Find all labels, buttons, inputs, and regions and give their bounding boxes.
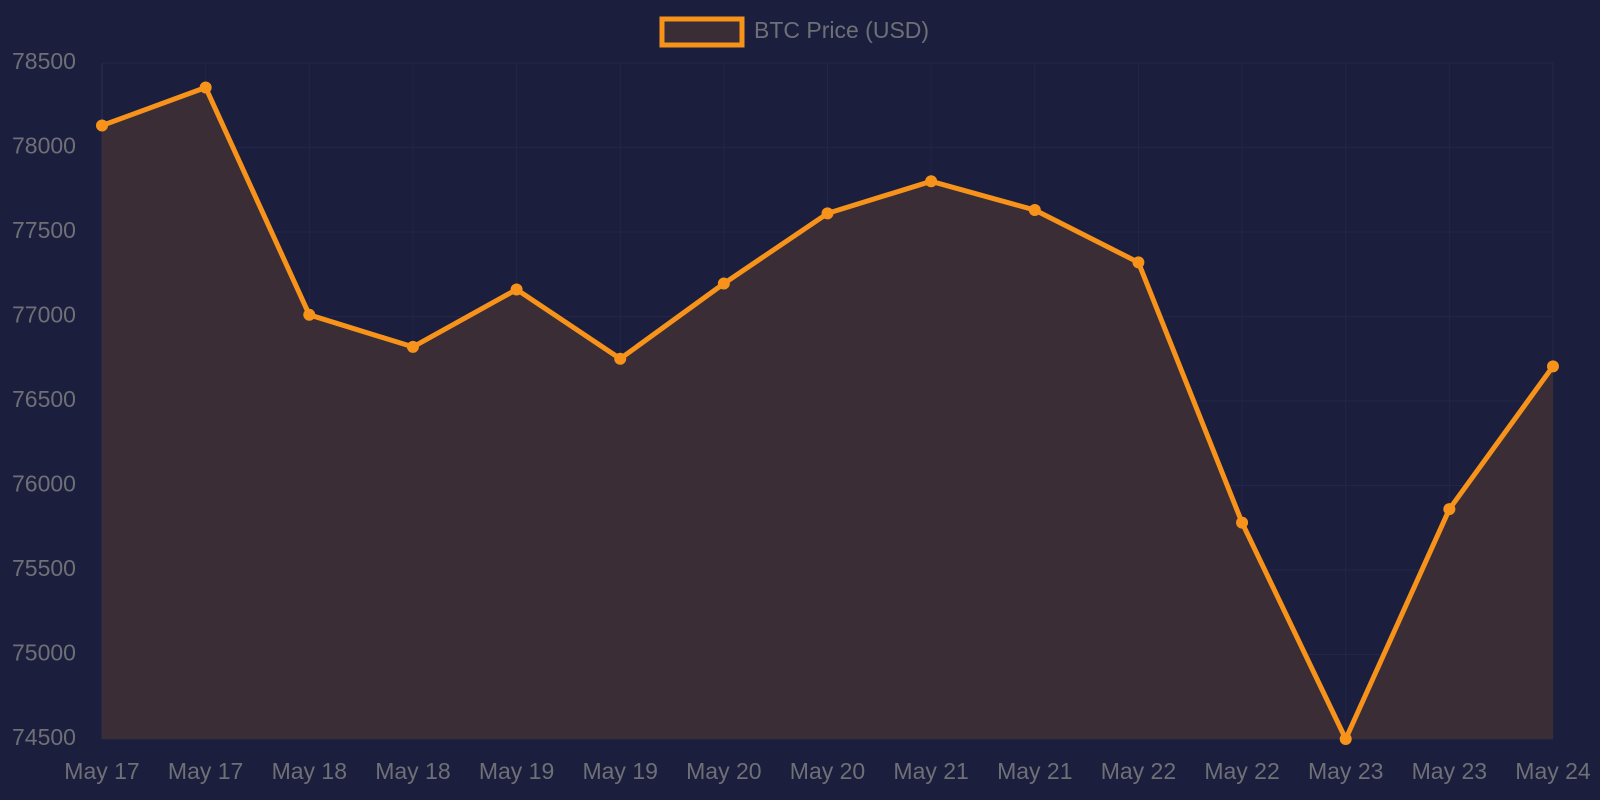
point [1236, 516, 1249, 529]
x-tick-label: May 19 [582, 758, 657, 784]
legend-swatch [659, 16, 745, 48]
y-tick-label: 78000 [12, 133, 76, 159]
x-tick-label: May 18 [375, 758, 450, 784]
y-tick-label: 75500 [12, 555, 76, 581]
x-tick-label: May 23 [1412, 758, 1487, 784]
x-tick-label: May 18 [272, 758, 347, 784]
x-tick-label: May 19 [479, 758, 554, 784]
x-tick-label: May 22 [1101, 758, 1176, 784]
point [406, 340, 419, 353]
point [925, 175, 938, 188]
point [1028, 204, 1041, 217]
y-tick-label: 77000 [12, 302, 76, 328]
point [96, 119, 108, 132]
y-tick-label: 75000 [12, 640, 76, 666]
point [1443, 503, 1456, 516]
point [614, 352, 627, 365]
point [1547, 360, 1559, 373]
y-tick-label: 76000 [12, 471, 76, 497]
y-tick-label: 78500 [12, 48, 76, 74]
x-tick-label: May 24 [1515, 758, 1591, 784]
x-tick-label: May 17 [64, 758, 139, 784]
x-tick-label: May 20 [790, 758, 865, 784]
y-tick-label: 74500 [12, 724, 76, 750]
legend-label: BTC Price (USD) [754, 17, 929, 43]
y-tick-label: 76500 [12, 386, 76, 412]
point [199, 81, 212, 94]
point [821, 207, 834, 220]
x-tick-label: May 21 [893, 758, 968, 784]
x-tick-label: May 21 [997, 758, 1072, 784]
point [510, 283, 523, 296]
y-tick-label: 77500 [12, 217, 76, 243]
x-tick-label: May 23 [1308, 758, 1383, 784]
x-tick-label: May 17 [168, 758, 243, 784]
x-tick-label: May 22 [1204, 758, 1279, 784]
x-tick-label: May 20 [686, 758, 761, 784]
point [303, 308, 316, 321]
area [102, 87, 1553, 739]
point [717, 277, 730, 290]
point [1339, 733, 1352, 745]
point [1132, 256, 1145, 269]
